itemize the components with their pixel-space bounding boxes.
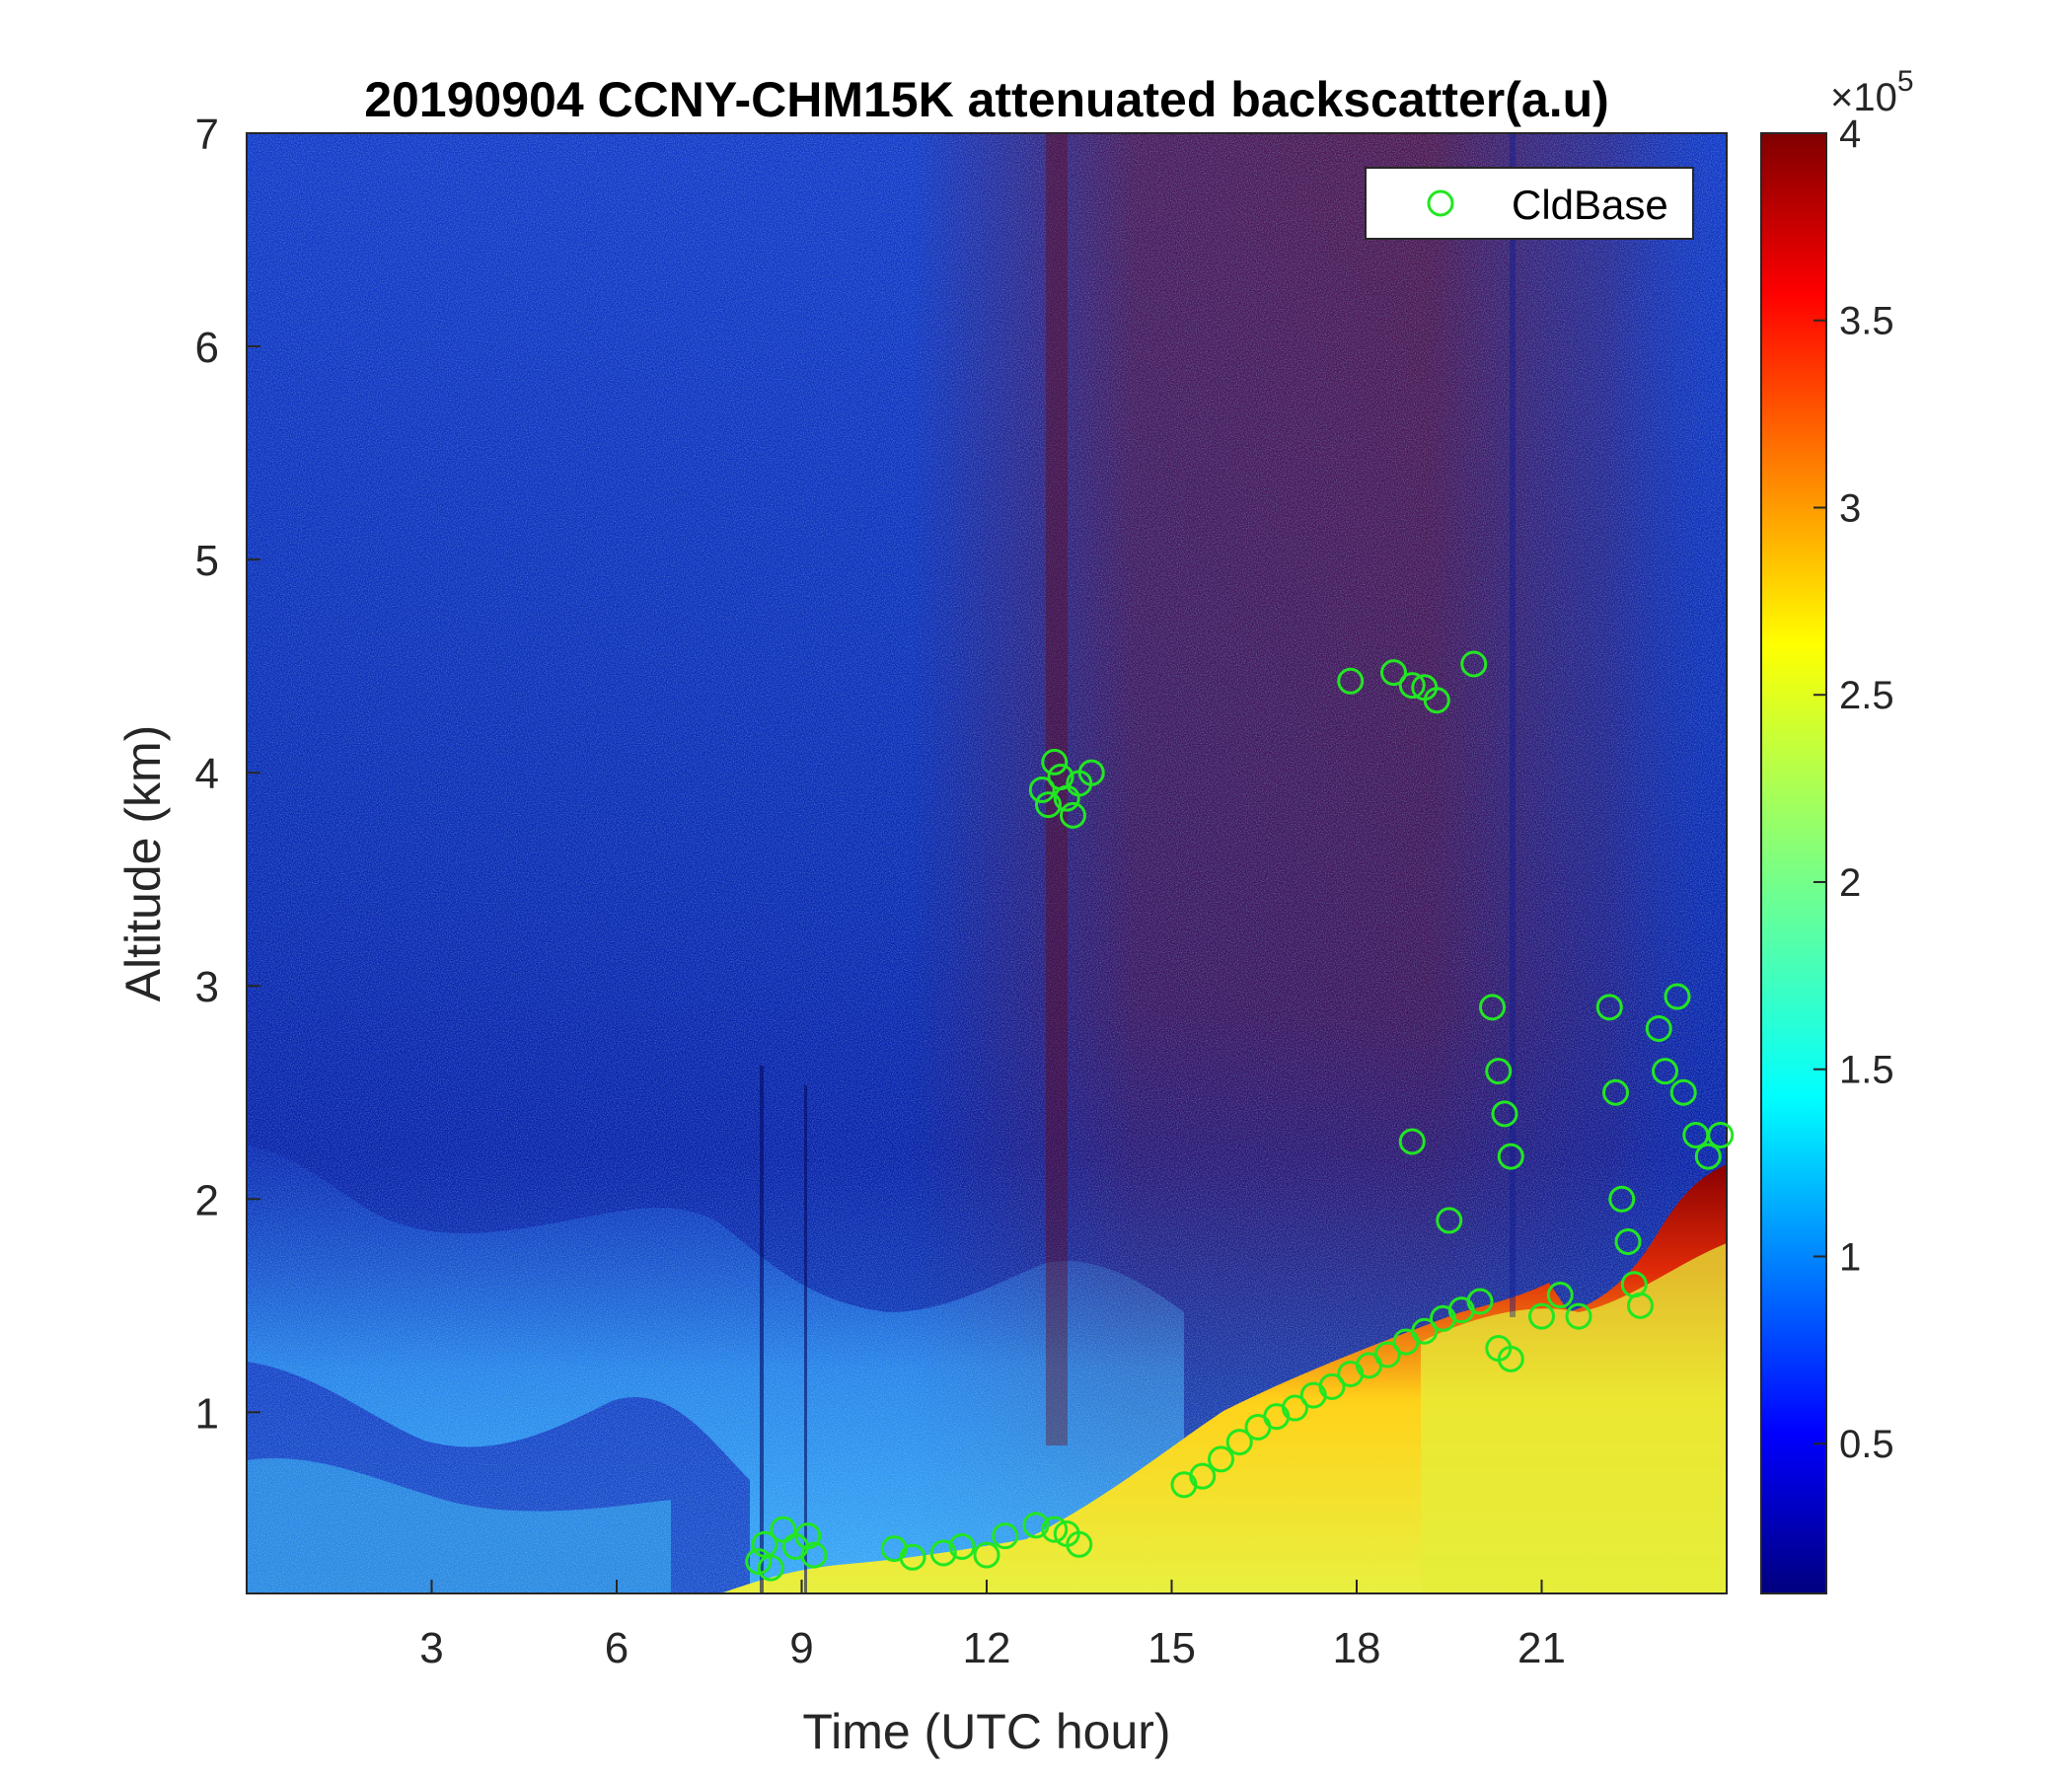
cloud-base-marker bbox=[1652, 1058, 1678, 1085]
colorbar-tick-label: 4 bbox=[1839, 112, 1861, 156]
cloud-base-marker bbox=[1485, 1058, 1513, 1085]
cloud-base-marker bbox=[929, 1539, 957, 1567]
cloud-base-marker bbox=[1066, 1530, 1093, 1558]
cloud-base-marker bbox=[1627, 1292, 1654, 1319]
cloud-base-marker bbox=[1565, 1302, 1592, 1330]
colorbar-tick-label: 1 bbox=[1839, 1235, 1861, 1279]
cloud-base-marker bbox=[1460, 650, 1488, 678]
y-tick-label: 1 bbox=[195, 1389, 219, 1438]
cloud-base-marker bbox=[1497, 1143, 1524, 1170]
cloud-base-marker bbox=[1225, 1429, 1253, 1456]
x-tick-label: 9 bbox=[789, 1624, 813, 1672]
cloud-base-marker bbox=[1189, 1462, 1217, 1490]
y-axis-label: Altitude (km) bbox=[115, 725, 171, 1002]
y-tick-label: 5 bbox=[195, 537, 219, 585]
legend-label: CldBase bbox=[1512, 182, 1668, 228]
y-tick-label: 3 bbox=[195, 963, 219, 1011]
colorbar: 0.5 1 1.5 2 2.5 3 3.5 4 ×105 bbox=[1760, 65, 1914, 1594]
cloud-base-marker bbox=[1337, 667, 1365, 695]
x-axis-label: Time (UTC hour) bbox=[802, 1704, 1170, 1759]
cloud-base-marker bbox=[1398, 1128, 1426, 1155]
cloud-base-marker bbox=[1466, 1288, 1494, 1315]
cloud-base-marker bbox=[1022, 1512, 1050, 1539]
cloud-base-marker bbox=[1645, 1014, 1672, 1042]
cloud-base-marker bbox=[1669, 1078, 1697, 1106]
cloud-base-marker bbox=[1595, 994, 1623, 1021]
x-axis: 3 6 9 12 15 18 21 bbox=[419, 1580, 1566, 1672]
cloud-base-marker bbox=[1028, 776, 1056, 803]
cloud-base-marker bbox=[992, 1522, 1019, 1550]
cloud-base-marker bbox=[1282, 1394, 1308, 1422]
x-tick-label: 3 bbox=[419, 1624, 443, 1672]
cloud-base-marker bbox=[1546, 1282, 1574, 1309]
cloud-base-marker bbox=[1077, 759, 1105, 786]
y-tick-label: 7 bbox=[195, 111, 219, 159]
x-tick-label: 12 bbox=[963, 1624, 1011, 1672]
legend-box bbox=[1365, 167, 1694, 240]
colorbar-tick-label: 2.5 bbox=[1839, 674, 1894, 717]
colorbar-tick-label: 2 bbox=[1839, 861, 1861, 905]
cloud-base-marker bbox=[1380, 659, 1407, 687]
legend-marker bbox=[1427, 189, 1454, 217]
cloud-base-markers bbox=[745, 650, 1735, 1582]
legend: CldBase bbox=[1365, 167, 1694, 240]
y-tick-label: 6 bbox=[195, 324, 219, 372]
cloud-base-marker bbox=[1497, 1345, 1524, 1372]
colorbar-tick-label: 3 bbox=[1839, 486, 1861, 530]
cloud-base-marker bbox=[1041, 748, 1069, 776]
cloud-base-marker bbox=[1479, 994, 1506, 1021]
cloud-base-marker bbox=[899, 1543, 926, 1571]
cloud-base-marker bbox=[1035, 791, 1062, 819]
y-tick-label: 4 bbox=[195, 750, 219, 798]
heatmap-image bbox=[247, 133, 1727, 1593]
colorbar-tick-label: 3.5 bbox=[1839, 300, 1894, 343]
cloud-base-marker bbox=[1373, 1341, 1401, 1369]
cloud-base-marker bbox=[948, 1532, 976, 1560]
cloud-base-marker bbox=[1398, 672, 1426, 700]
colorbar-tick-label: 0.5 bbox=[1839, 1423, 1894, 1466]
x-tick-label: 21 bbox=[1517, 1624, 1566, 1672]
cloud-base-marker bbox=[1318, 1372, 1346, 1400]
cloud-base-marker bbox=[1411, 1317, 1439, 1345]
x-tick-label: 18 bbox=[1333, 1624, 1381, 1672]
x-tick-label: 15 bbox=[1147, 1624, 1196, 1672]
cloud-base-marker bbox=[1664, 983, 1691, 1010]
chart-title: 20190904 CCNY-CHM15K attenuated backscat… bbox=[364, 72, 1609, 127]
cloud-base-marker bbox=[1614, 1228, 1642, 1256]
cloud-base-marker bbox=[1423, 687, 1450, 714]
x-tick-label: 6 bbox=[605, 1624, 629, 1672]
cloud-base-marker bbox=[1608, 1185, 1636, 1213]
cloud-base-marker bbox=[1208, 1445, 1234, 1473]
cloud-base-marker bbox=[770, 1516, 797, 1543]
cloud-base-marker bbox=[1060, 801, 1086, 829]
cloud-base-marker bbox=[745, 1548, 773, 1576]
cloud-base-marker bbox=[1041, 1516, 1069, 1543]
colorbar-gradient bbox=[1760, 132, 1827, 1594]
y-tick-label: 2 bbox=[195, 1176, 219, 1224]
cloud-base-marker bbox=[1694, 1143, 1722, 1170]
colorbar-multiplier: ×105 bbox=[1830, 65, 1914, 119]
cloud-base-marker bbox=[757, 1554, 784, 1582]
y-axis: 1 2 3 4 5 6 7 bbox=[195, 111, 260, 1438]
cloud-base-marker bbox=[973, 1541, 1000, 1569]
cloud-base-marker bbox=[1436, 1207, 1463, 1234]
cloud-base-marker bbox=[1528, 1302, 1555, 1330]
cloud-base-marker bbox=[1491, 1100, 1518, 1128]
colorbar-tick-label: 1.5 bbox=[1839, 1049, 1894, 1092]
cloud-base-marker bbox=[800, 1541, 828, 1569]
cloud-base-marker bbox=[794, 1522, 822, 1550]
cloud-base-marker bbox=[1707, 1121, 1735, 1148]
cloud-base-marker bbox=[1602, 1078, 1629, 1106]
